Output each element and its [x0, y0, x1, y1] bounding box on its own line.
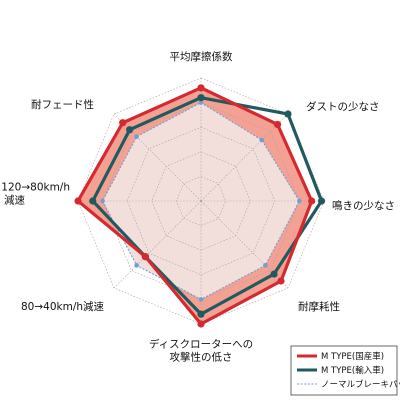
axis-label-4-0: ディスクローターへの [149, 338, 253, 351]
point-s1-a6 [89, 197, 97, 205]
point-s0-a6 [74, 197, 82, 205]
axis-label-2-0: 鳴きの少なさ [332, 199, 395, 212]
axis-label-0-0: 平均摩擦係数 [170, 50, 233, 63]
point-s0-a2 [308, 197, 316, 205]
axis-label-6-0: 120→80km/h [1, 182, 70, 194]
point-s0-a7 [119, 119, 127, 127]
axis-label-5-0: 80→40km/h減速 [21, 300, 105, 313]
point-s2-a4 [198, 297, 204, 302]
axis-label-3-0: 耐摩耗性 [298, 300, 340, 313]
point-s2-a3 [263, 263, 268, 268]
point-s2-a5 [134, 263, 139, 268]
point-s2-a0 [198, 100, 204, 105]
grid-ring-1 [176, 176, 226, 226]
spoke-5 [113, 200, 202, 289]
point-s2-a2 [297, 198, 302, 204]
series-point-layer [74, 84, 326, 328]
legend-label-1: M TYPE(輸入車) [321, 365, 384, 376]
point-s0-a1 [273, 120, 282, 129]
point-s0-a3 [277, 277, 285, 285]
point-s2-a1 [259, 137, 265, 143]
point-s0-a4 [197, 320, 205, 328]
point-s0-a5 [141, 253, 149, 261]
axis-label-1-0: ダストの少なさ [306, 100, 380, 113]
legend: M TYPE(国産車) M TYPE(輸入車) ノーマルブレーキパッド [290, 345, 400, 396]
legend-label-2: ノーマルブレーキパッド [321, 379, 400, 390]
point-s2-a6 [100, 198, 105, 204]
point-s1-a2 [317, 197, 326, 205]
axis-label-7-0: 耐フェード性 [31, 98, 94, 111]
point-s1-a7 [126, 126, 134, 134]
axis-label-6-1: 減速 [4, 194, 25, 207]
point-s1-a0 [197, 94, 205, 102]
point-s0-a0 [197, 84, 205, 92]
spoke-1 [200, 113, 289, 202]
point-s2-a7 [134, 134, 139, 139]
point-s1-a4 [197, 310, 205, 318]
axis-label-4-1: 攻撃性の低さ [170, 351, 233, 364]
point-s1-a1 [284, 110, 292, 118]
legend-label-0: M TYPE(国産車) [321, 351, 384, 362]
point-s1-a3 [270, 270, 278, 278]
